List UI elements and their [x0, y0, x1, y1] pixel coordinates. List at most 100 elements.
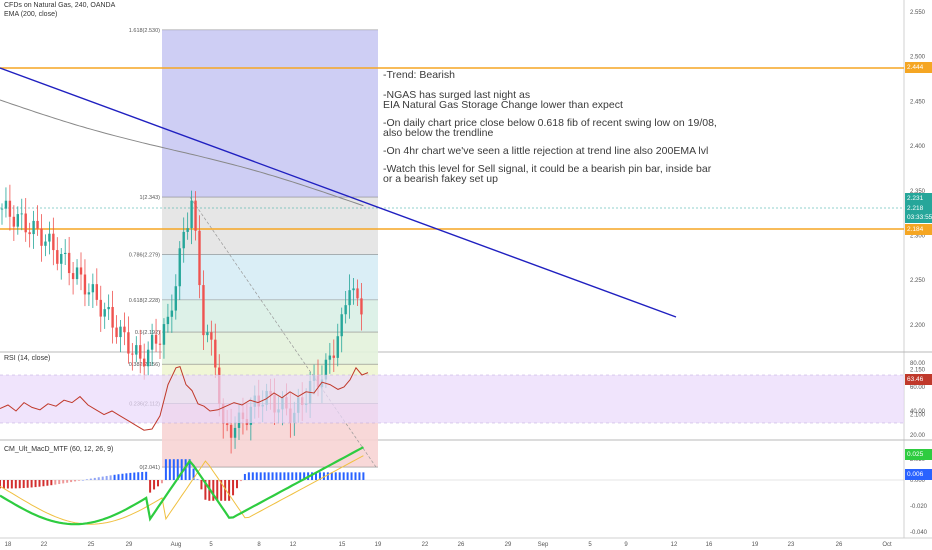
candle-body: [166, 316, 170, 325]
price-tick-label: 2.450: [910, 99, 926, 105]
rsi-axis-ticks: 80.00 60.00 40.00 20.00: [910, 361, 926, 439]
candle-body: [190, 200, 193, 229]
macd-histogram-bar: [66, 480, 69, 483]
rsi-tick-label: 80.00: [910, 361, 926, 367]
candle-body: [28, 232, 31, 235]
macd-histogram-bar: [125, 473, 128, 480]
time-tick-label: 23: [788, 542, 795, 548]
macd-histogram-bar: [137, 472, 140, 480]
candle-body: [332, 355, 335, 358]
price-tick-label: 2.400: [910, 144, 926, 150]
note-line: EIA Natural Gas Storage Change lower tha…: [383, 99, 623, 111]
price-tick-label: 2.350: [910, 189, 926, 195]
candle-body: [99, 299, 102, 317]
candle-body: [83, 274, 87, 295]
candle-body: [40, 228, 43, 246]
macd-histogram-bar: [172, 459, 175, 480]
macd-histogram-bar: [117, 474, 120, 480]
time-tick-label: 5: [588, 542, 592, 548]
bearish-trendline: [0, 67, 677, 318]
candle-body: [225, 423, 229, 425]
rsi-tick-label: 20.00: [910, 433, 926, 439]
candle-body: [324, 359, 328, 380]
time-tick-label: 8: [257, 542, 261, 548]
macd-histogram-bar: [180, 459, 183, 480]
fib-level-label: 0(2.041): [140, 465, 161, 471]
macd-histogram-bar: [295, 472, 298, 480]
candle-body: [178, 248, 181, 287]
time-tick-label: 19: [752, 542, 759, 548]
resistance-price-label: 2.444: [905, 62, 932, 73]
macd-histogram-bar: [247, 472, 250, 480]
macd-value-label: 0.025: [905, 449, 932, 460]
price-tick-label: 2.250: [910, 278, 926, 284]
candle-body: [20, 213, 23, 215]
macd-histogram-bar: [263, 472, 266, 480]
candle-body: [79, 267, 83, 275]
fib-level-label: 1.618(2.530): [129, 28, 160, 34]
macd-histogram-bar: [342, 472, 345, 480]
macd-histogram-bar: [200, 480, 203, 490]
macd-histogram-bar: [322, 472, 325, 480]
candle-body: [158, 343, 162, 345]
time-tick-label: Oct: [882, 542, 892, 548]
candle-body: [36, 220, 39, 229]
macd-histogram-bar: [34, 480, 37, 488]
candle-body: [360, 298, 363, 315]
price-tick-label: 2.200: [910, 323, 926, 329]
macd-axis-ticks: 0.0200.000-0.020-0.040: [910, 452, 928, 536]
rsi-tick-label: 40.00: [910, 409, 926, 415]
price-tick-label: 2.050: [910, 457, 926, 463]
candle-body: [233, 427, 237, 438]
horizontal-levels[interactable]: [0, 67, 904, 230]
candle-body: [115, 327, 118, 338]
macd-histogram-bar: [164, 459, 167, 480]
macd-histogram-bar: [97, 477, 100, 480]
macd-histogram-bar: [10, 480, 13, 489]
candle-body: [107, 306, 110, 310]
candle-body: [44, 241, 47, 246]
macd-histogram-bar: [330, 472, 333, 480]
macd-histogram-bar: [291, 472, 294, 480]
macd-signal-line: [0, 455, 364, 525]
macd-histogram-bar: [271, 472, 274, 480]
time-tick-label: 29: [505, 542, 512, 548]
ema-price-label: 2.231: [905, 193, 932, 204]
macd-histogram-bar: [54, 480, 57, 485]
time-axis-ticks[interactable]: 18 22 25 29 Aug 5 8 12 15 19 22 26 29 Sep 5 9 12 16 19 23 26…: [5, 542, 892, 548]
rsi-legend: RSI (14, close): [4, 355, 51, 362]
time-tick-label: Sep: [538, 542, 549, 548]
macd-histogram-bar: [101, 476, 104, 480]
time-tick-label: 12: [290, 542, 297, 548]
macd-histogram-bar: [326, 472, 329, 480]
macd-histogram-bar: [354, 472, 357, 480]
ema-line: [0, 99, 364, 207]
note-line: or a bearish fakey set up: [383, 173, 498, 185]
macd-histogram-bar: [168, 459, 171, 480]
candle-body: [71, 273, 75, 280]
macd-histogram-bar: [318, 472, 321, 480]
macd-histogram-bar: [224, 480, 227, 501]
macd-histogram-bar: [176, 459, 179, 480]
time-tick-label: 18: [5, 542, 12, 548]
macd-tick-label: -0.040: [910, 530, 928, 536]
macd-tick-label: -0.020: [910, 504, 928, 510]
fib-level-label: 0.786(2.279): [129, 252, 160, 258]
candle-body: [131, 353, 134, 355]
macd-histogram-bar: [283, 472, 286, 480]
trendline[interactable]: [0, 67, 677, 318]
note-line: -NGAS has surged last night as: [383, 89, 531, 101]
macd-histogram-bar: [232, 480, 235, 496]
macd-histogram-bar: [62, 480, 65, 484]
bar-countdown-label: 03:33:55: [905, 212, 932, 223]
candle-body: [170, 310, 174, 317]
macd-histogram-bar: [141, 471, 144, 480]
macd-histogram-bar: [145, 471, 148, 480]
macd-histogram-bar: [236, 480, 238, 489]
macd-histogram-bar: [58, 480, 61, 485]
fib-retracement[interactable]: 1.618(2.530) 1(2.343) 0.786(2.279) 0.618(2.…: [129, 28, 378, 471]
candle-body: [194, 200, 197, 231]
macd-histogram-bar: [121, 473, 124, 480]
